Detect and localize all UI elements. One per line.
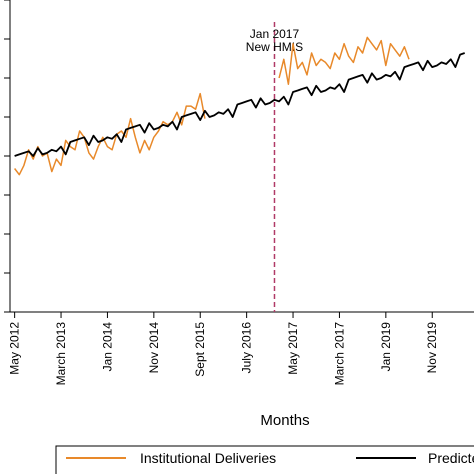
series-layer bbox=[14, 36, 465, 176]
x-axis-title: Months bbox=[260, 412, 309, 429]
legend-label-predicted: Predicted bbox=[428, 450, 474, 466]
legend-box bbox=[55, 445, 474, 474]
legend-label-institutional-deliveries: Institutional Deliveries bbox=[140, 450, 276, 466]
series-line-institutional-deliveries-segment-0 bbox=[14, 92, 206, 176]
x-tick-label-2: Jan 2014 bbox=[100, 322, 114, 372]
x-ticks bbox=[14, 312, 433, 318]
x-tick-label-9: Nov 2019 bbox=[425, 322, 439, 374]
y-ticks bbox=[4, 0, 10, 313]
annotation-label-line-2: New HMIS bbox=[246, 40, 303, 54]
x-tick-label-1: March 2013 bbox=[54, 322, 68, 386]
x-tick-label-8: Jan 2019 bbox=[379, 322, 393, 372]
x-tick-label-6: May 2017 bbox=[286, 322, 300, 375]
series-line-institutional-deliveries-segment-1 bbox=[278, 36, 410, 85]
x-tick-label-7: March 2017 bbox=[332, 322, 346, 386]
annotation-label-line-1: Jan 2017 bbox=[250, 27, 300, 41]
series-line-predicted-segment-0 bbox=[14, 52, 465, 157]
x-tick-label-3: Nov 2014 bbox=[147, 322, 161, 374]
x-tick-label-5: July 2016 bbox=[240, 322, 254, 374]
x-tick-label-4: Sept 2015 bbox=[193, 322, 207, 377]
x-tick-label-0: May 2012 bbox=[8, 322, 22, 375]
x-tick-labels: May 2012 March 2013 Jan 2014 Nov 2014 Sept 2… bbox=[8, 322, 440, 386]
legend: Institutional Deliveries Predicted bbox=[55, 445, 474, 474]
